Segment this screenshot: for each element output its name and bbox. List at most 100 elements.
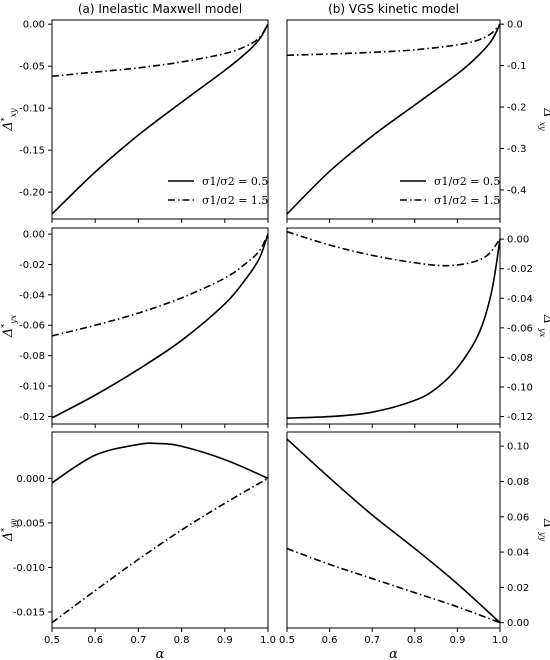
- y-axis-label-sub: yx: [9, 314, 18, 325]
- y-axis-label-sup: *: [0, 528, 9, 532]
- y-tick-label: -0.20: [19, 188, 45, 199]
- y-axis-label: Δ*xy: [0, 108, 18, 132]
- legend-label: σ1/σ2 = 1.5: [202, 194, 268, 207]
- y-tick-label: 0.02: [507, 583, 529, 594]
- x-tick-label: 0.6: [322, 635, 338, 646]
- y-tick-label: 0.0: [507, 20, 523, 31]
- y-tick-label: -0.10: [507, 383, 533, 394]
- plot-frame: [51, 19, 269, 220]
- series-line-dashdot: [51, 233, 269, 337]
- series-line-dashdot: [286, 23, 501, 57]
- series-line-dashdot: [286, 547, 501, 624]
- y-tick-label: -0.15: [19, 146, 45, 157]
- y-axis-label: Δ*yx: [0, 314, 18, 338]
- series-line-solid: [286, 438, 501, 624]
- y-tick-label: -0.3: [507, 144, 527, 155]
- y-axis-label-base: Δ: [1, 121, 16, 131]
- y-axis-label-sub: xy: [9, 108, 18, 118]
- y-tick-label: -0.1: [507, 61, 527, 72]
- y-tick-label: -0.02: [507, 264, 533, 275]
- plot-frame: [286, 431, 501, 629]
- y-tick-label: -0.12: [507, 412, 533, 423]
- y-tick-label: -0.10: [19, 104, 45, 115]
- y-tick-label: -0.05: [19, 62, 45, 73]
- x-tick-label: 0.6: [87, 635, 103, 646]
- series-line-dashdot: [51, 477, 269, 624]
- y-axis-label-sup: *: [0, 117, 9, 121]
- panel-title: (b) VGS kinetic model: [328, 2, 459, 16]
- y-tick-label: -0.005: [13, 518, 45, 529]
- y-tick-label: 0.10: [507, 442, 529, 453]
- legend-label: σ1/σ2 = 1.5: [434, 194, 500, 207]
- y-tick-label: -0.4: [507, 185, 527, 196]
- y-axis-label-base: Δ: [1, 532, 16, 542]
- chart-panel-4: 0.00 -0.02 -0.04 -0.06 -0.08 -0.10 -0.12 Δ*yx: [286, 227, 550, 428]
- plot-frame: [51, 431, 269, 629]
- y-axis-label-sub: yy: [538, 531, 547, 542]
- series-line-solid: [51, 442, 269, 484]
- chart-panel-3: 0.00 -0.02 -0.04 -0.06 -0.08 -0.10 -0.12 Δ*yx: [0, 227, 269, 428]
- x-axis-label: α: [156, 647, 165, 660]
- x-tick-label: 0.7: [130, 635, 146, 646]
- x-axis-label: α: [389, 647, 398, 660]
- y-tick-label: -0.08: [19, 351, 45, 362]
- y-axis-label-base: Δ: [540, 314, 550, 324]
- y-axis-label-sup: *: [0, 324, 9, 328]
- x-tick-label: 0.8: [174, 635, 190, 646]
- y-tick-label: -0.08: [507, 353, 533, 364]
- plot-frame: [286, 227, 501, 425]
- y-axis-label-base: Δ: [540, 107, 550, 117]
- y-axis-label-sub: xy: [538, 122, 547, 132]
- chart-panel-1: 0.00 -0.05 -0.10 -0.15 -0.20 Δ*xy (a) Inelasti…: [0, 2, 269, 223]
- y-axis-label: Δ*yy: [0, 518, 18, 542]
- y-axis-label: Δ*yx: [538, 314, 550, 338]
- y-tick-label: 0.04: [507, 548, 529, 559]
- x-tick-label: 0.9: [449, 635, 465, 646]
- x-tick-label: 0.8: [407, 635, 423, 646]
- x-tick-label: 1.0: [260, 635, 276, 646]
- chart-panel-2: 0.0 -0.1 -0.2 -0.3 -0.4 Δ*xy (b) VGS kinetic m…: [286, 2, 550, 223]
- series-line-solid: [286, 23, 501, 215]
- x-tick-label: 1.0: [492, 635, 508, 646]
- y-tick-label: -0.04: [507, 294, 533, 305]
- y-tick-label: -0.12: [19, 412, 45, 423]
- panel-title: (a) Inelastic Maxwell model: [78, 2, 242, 16]
- series-line-dashdot: [51, 23, 269, 78]
- y-axis-label-base: Δ: [1, 328, 16, 338]
- y-axis-label-sup: *: [547, 118, 550, 122]
- y-axis-label-sub: yx: [538, 327, 547, 338]
- y-tick-label: 0.00: [507, 618, 529, 629]
- y-axis-label-sup: *: [547, 528, 550, 532]
- legend-label: σ1/σ2 = 0.5: [434, 175, 500, 188]
- x-tick-label: 0.5: [279, 635, 295, 646]
- y-axis-label-sup: *: [547, 324, 550, 328]
- y-tick-label: -0.06: [507, 323, 533, 334]
- y-tick-label: -0.02: [19, 260, 45, 271]
- y-axis-label-sub: yy: [9, 518, 18, 529]
- chart-panel-6: 0.5 0.6 0.7 0.8 0.9 1.0 0.10 0.08 0.06 0.04 0.02 0.…: [279, 431, 550, 660]
- x-tick-label: 0.5: [44, 635, 60, 646]
- y-tick-label: 0.08: [507, 477, 529, 488]
- y-tick-label: 0.06: [507, 512, 529, 523]
- y-tick-label: -0.10: [19, 382, 45, 393]
- x-tick-label: 0.7: [364, 635, 380, 646]
- y-tick-label: 0.00: [23, 230, 45, 241]
- series-line-solid: [51, 23, 269, 215]
- legend-label: σ1/σ2 = 0.5: [202, 175, 268, 188]
- y-axis-label: Δ*xy: [538, 107, 550, 131]
- y-tick-label: -0.015: [13, 607, 45, 618]
- y-tick-label: -0.010: [13, 563, 45, 574]
- y-tick-label: -0.06: [19, 321, 45, 332]
- x-tick-label: 0.9: [217, 635, 233, 646]
- y-tick-label: 0.00: [23, 20, 45, 31]
- y-tick-label: -0.04: [19, 290, 45, 301]
- y-tick-label: 0.00: [507, 235, 529, 246]
- series-line-solid: [51, 233, 269, 419]
- plot-frame: [51, 227, 269, 425]
- y-axis-label-base: Δ: [540, 518, 550, 528]
- series-line-dashdot: [286, 230, 501, 267]
- series-line-solid: [286, 238, 501, 419]
- y-tick-label: -0.2: [507, 103, 527, 114]
- y-axis-label: Δ*yy: [538, 518, 550, 542]
